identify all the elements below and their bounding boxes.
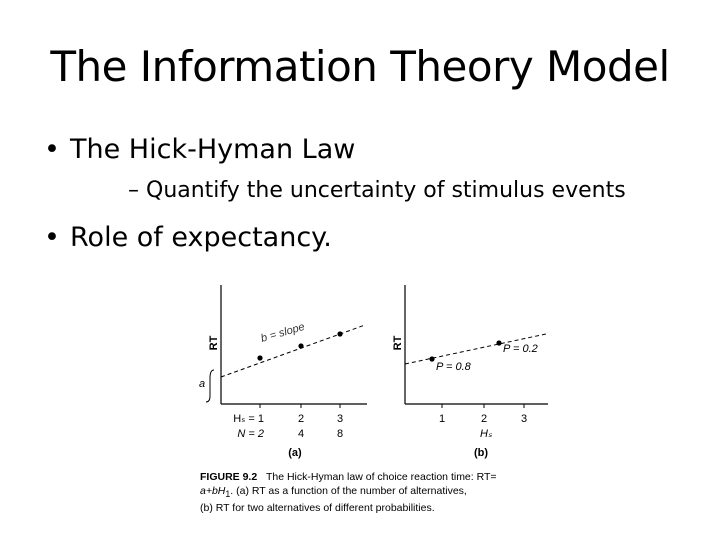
panel-b: RT P = 0.2 P = 0.8 1 2 3 Hₛ (b) [392, 285, 548, 459]
panel-a-intercept-label: a [199, 378, 205, 390]
panel-b-line [404, 333, 547, 365]
caption-line-3: (b) RT for two alternatives of different… [200, 501, 540, 515]
caption-text-2: . (a) RT as a function of the number of … [230, 485, 467, 497]
panel-b-label: (b) [474, 447, 488, 459]
panel-a-point-1 [257, 355, 263, 361]
panel-a-slope-label: b = slope [260, 321, 307, 345]
panel-b-p-low-label: P = 0.8 [436, 361, 472, 373]
panel-b-ylabel: RT [392, 335, 404, 350]
panel-a-point-3 [337, 331, 343, 337]
panel-a-ylabel: RT [208, 335, 220, 350]
caption-line-2: a+bH1. (a) RT as a function of the numbe… [200, 484, 540, 501]
bullet-text: Role of expectancy. [70, 222, 332, 253]
panel-b-x3-label: 3 [521, 413, 527, 425]
panel-b-point-high [496, 340, 502, 346]
panel-a-n2-label: 4 [298, 428, 304, 440]
caption-formula: a+bH [200, 485, 226, 497]
bullet-mark: • [44, 134, 60, 165]
panel-a-n3-label: 8 [337, 428, 343, 440]
caption-text-1: The Hick-Hyman law of choice reaction ti… [265, 471, 497, 483]
figure-caption: FIGURE 9.2 The Hick-Hyman law of choice … [200, 470, 540, 515]
bullet-hick-hyman: • The Hick-Hyman Law [44, 134, 355, 165]
panel-b-x2-label: 2 [481, 413, 487, 425]
sub-bullet-text: Quantify the uncertainty of stimulus eve… [146, 178, 626, 203]
panel-a-point-2 [298, 343, 304, 349]
sub-bullet-mark: – [128, 178, 139, 203]
slide-title: The Information Theory Model [50, 42, 670, 91]
caption-text-3: (b) RT for two alternatives of different… [200, 502, 435, 515]
bullet-text: The Hick-Hyman Law [70, 134, 356, 165]
bullet-expectancy: • Role of expectancy. [44, 222, 332, 253]
bullet-mark: • [44, 222, 60, 253]
panel-a-label: (a) [288, 447, 302, 459]
caption-figure-label: FIGURE 9.2 [200, 471, 258, 483]
panel-a-n1-label: N = 2 [237, 428, 264, 440]
panel-a-x2-label: 2 [298, 413, 304, 425]
sub-bullet-quantify: – Quantify the uncertainty of stimulus e… [128, 178, 626, 203]
caption-formula-sub: 1 [225, 489, 231, 500]
panel-a-x3-label: 3 [337, 413, 343, 425]
panel-a: RT b = slope a Hₛ = 1 2 3 N = 2 4 8 (a) [199, 285, 367, 459]
panel-b-x1-label: 1 [439, 413, 445, 425]
panel-b-point-low [429, 356, 435, 362]
panel-b-xlabel: Hₛ [480, 428, 493, 440]
caption-line-1: FIGURE 9.2 The Hick-Hyman law of choice … [200, 470, 540, 484]
panel-a-x1-label: Hₛ = 1 [233, 413, 264, 425]
panel-a-intercept-brace [205, 369, 215, 403]
panel-b-p-high-label: P = 0.2 [503, 343, 538, 355]
